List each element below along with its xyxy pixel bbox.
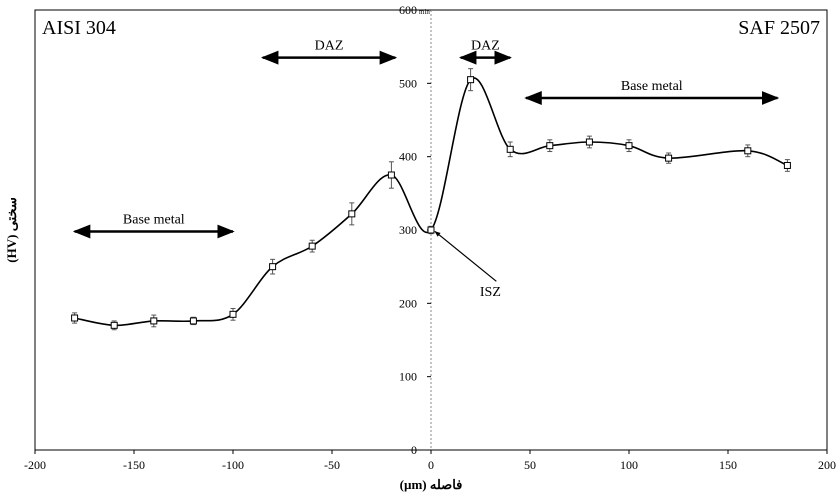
data-point-marker — [665, 154, 673, 162]
x-tick-label: -150 — [123, 458, 145, 472]
data-point-marker — [546, 142, 554, 150]
y-tick-suffix: min — [419, 8, 430, 16]
zone-label: DAZ — [471, 39, 500, 54]
data-point-marker — [308, 242, 316, 250]
x-tick-label: -200 — [24, 458, 46, 472]
isz-label: ISZ — [480, 285, 501, 300]
y-tick-label: 100 — [399, 370, 417, 384]
data-point-marker — [150, 317, 158, 325]
data-point-marker — [585, 138, 593, 146]
data-point-marker — [189, 317, 197, 325]
x-tick-label: -100 — [222, 458, 244, 472]
y-tick-label: 500 — [399, 76, 417, 90]
zone-label: DAZ — [315, 39, 344, 54]
data-point-marker — [110, 321, 118, 329]
x-axis-title: فاصله (µm) — [400, 477, 463, 492]
data-point-marker — [744, 147, 752, 155]
zone-label: Base metal — [123, 212, 185, 227]
data-point-marker — [783, 161, 791, 169]
y-axis-ticks: 0 100 200 300 400 500 600 min — [399, 3, 431, 457]
y-tick-label: 300 — [399, 223, 417, 237]
zone-label: Base metal — [621, 79, 683, 94]
data-point-marker — [506, 145, 514, 153]
data-point-marker — [269, 263, 277, 271]
x-axis-ticks: -200 -150 -100 -50 0 50 100 150 200 — [24, 450, 836, 472]
data-point-marker — [348, 210, 356, 218]
x-tick-label: 100 — [620, 458, 638, 472]
right-material-label: SAF 2507 — [738, 17, 820, 39]
x-tick-label: 150 — [719, 458, 737, 472]
data-point-marker — [427, 226, 435, 234]
y-tick-label: 600 — [399, 3, 417, 17]
y-tick-label: 400 — [399, 150, 417, 164]
y-tick-label: 200 — [399, 296, 417, 310]
x-tick-label: 0 — [428, 458, 434, 472]
y-axis-title: سختی (HV) — [4, 197, 19, 263]
isz-pointer-arrow — [434, 231, 497, 282]
left-material-label: AISI 304 — [42, 17, 116, 39]
data-markers — [71, 76, 791, 329]
data-point-marker — [467, 76, 475, 84]
x-tick-label: 50 — [524, 458, 536, 472]
data-point-marker — [71, 314, 79, 322]
x-tick-label: 200 — [818, 458, 836, 472]
data-point-marker — [387, 171, 395, 179]
data-point-marker — [625, 142, 633, 150]
zone-annotations: DAZ DAZ Base metal Base metal — [72, 39, 780, 239]
x-tick-label: -50 — [324, 458, 340, 472]
data-point-marker — [229, 310, 237, 318]
y-tick-label: 0 — [411, 443, 417, 457]
